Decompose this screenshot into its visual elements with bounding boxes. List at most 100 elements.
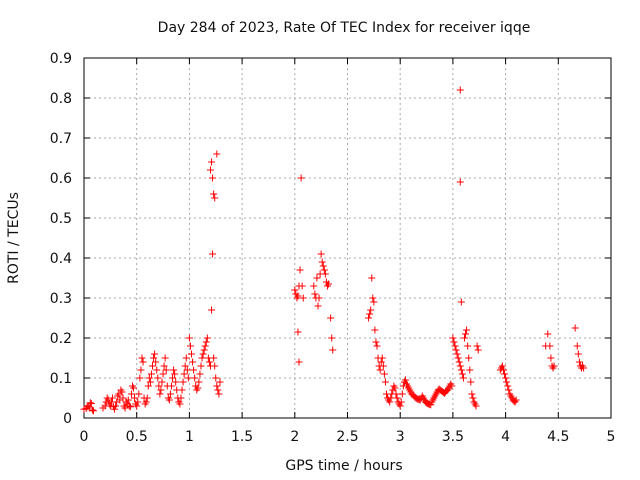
- data-point: [367, 306, 375, 314]
- data-point: [465, 354, 473, 362]
- data-point: [191, 374, 199, 382]
- data-point: [294, 328, 302, 336]
- y-tick-label: 0.7: [50, 131, 72, 147]
- data-point: [153, 366, 161, 374]
- data-point: [152, 358, 160, 366]
- x-axis-label: GPS time / hours: [285, 458, 402, 474]
- data-point: [202, 338, 210, 346]
- x-tick-label: 0.5: [126, 429, 148, 445]
- data-point: [319, 262, 327, 270]
- data-point: [199, 350, 207, 358]
- data-points: [80, 86, 588, 415]
- y-tick-label: 0.8: [50, 91, 72, 107]
- y-tick-label: 0.2: [50, 331, 72, 347]
- data-point: [310, 282, 318, 290]
- data-point: [314, 302, 322, 310]
- data-point: [294, 292, 302, 300]
- data-point: [505, 386, 513, 394]
- data-point: [159, 370, 167, 378]
- data-point: [215, 390, 223, 398]
- data-point: [179, 378, 187, 386]
- data-point: [298, 282, 306, 290]
- data-point: [512, 396, 520, 404]
- data-point: [176, 400, 184, 408]
- data-point: [124, 396, 132, 404]
- data-point: [469, 394, 477, 402]
- data-point: [143, 394, 151, 402]
- data-point: [369, 294, 377, 302]
- chart-title: Day 284 of 2023, Rate Of TEC Index for r…: [158, 20, 531, 36]
- data-point: [160, 362, 168, 370]
- data-point: [463, 326, 471, 334]
- x-tick-label: 2: [290, 429, 299, 445]
- data-point: [177, 394, 185, 402]
- data-point: [315, 294, 323, 302]
- data-point: [451, 342, 459, 350]
- x-tick-label: 3.5: [442, 429, 464, 445]
- data-point: [137, 366, 145, 374]
- data-point: [134, 398, 142, 406]
- data-point: [373, 342, 381, 350]
- data-point: [456, 86, 464, 94]
- data-point: [108, 394, 116, 402]
- data-point: [329, 346, 337, 354]
- data-point: [571, 324, 579, 332]
- data-point: [391, 384, 399, 392]
- data-point: [208, 158, 216, 166]
- data-point: [502, 374, 510, 382]
- data-point: [574, 350, 582, 358]
- data-point: [195, 378, 203, 386]
- x-tick-label: 5: [607, 429, 616, 445]
- data-point: [125, 402, 133, 410]
- y-tick-label: 0.5: [50, 211, 72, 227]
- x-tick-label: 0: [80, 429, 89, 445]
- data-point: [171, 370, 179, 378]
- data-point: [145, 374, 153, 382]
- data-point: [499, 366, 507, 374]
- data-point: [450, 338, 458, 346]
- data-point: [135, 390, 143, 398]
- data-point: [161, 354, 169, 362]
- data-point: [212, 374, 220, 382]
- y-tick-label: 0.9: [50, 51, 72, 67]
- data-point: [397, 398, 405, 406]
- data-point: [473, 342, 481, 350]
- data-point: [118, 388, 126, 396]
- data-point: [86, 399, 94, 407]
- data-point: [457, 298, 465, 306]
- data-point: [295, 358, 303, 366]
- data-point: [88, 406, 96, 414]
- data-point: [550, 362, 558, 370]
- data-point: [213, 382, 221, 390]
- data-point: [131, 394, 139, 402]
- data-point: [474, 346, 482, 354]
- data-point: [203, 334, 211, 342]
- data-point: [327, 314, 335, 322]
- data-point: [317, 250, 325, 258]
- data-point: [205, 358, 213, 366]
- data-point: [138, 354, 146, 362]
- x-tick-label: 4: [501, 429, 510, 445]
- data-point: [401, 376, 409, 384]
- data-point: [119, 394, 127, 402]
- data-point: [155, 382, 163, 390]
- y-tick-label: 0.1: [50, 371, 72, 387]
- data-point: [313, 274, 321, 282]
- data-point: [149, 362, 157, 370]
- data-point: [464, 342, 472, 350]
- data-point: [320, 266, 328, 274]
- x-tick-label: 3: [396, 429, 405, 445]
- data-point: [368, 274, 376, 282]
- data-point: [186, 342, 194, 350]
- data-point: [459, 374, 467, 382]
- data-point: [365, 314, 373, 322]
- x-tick-label: 2.5: [336, 429, 358, 445]
- data-point: [396, 402, 404, 410]
- data-point: [89, 407, 97, 415]
- data-point: [503, 378, 511, 386]
- data-point: [393, 394, 401, 402]
- data-point: [127, 390, 135, 398]
- data-point: [211, 362, 219, 370]
- data-point: [325, 280, 333, 288]
- data-point: [172, 378, 180, 386]
